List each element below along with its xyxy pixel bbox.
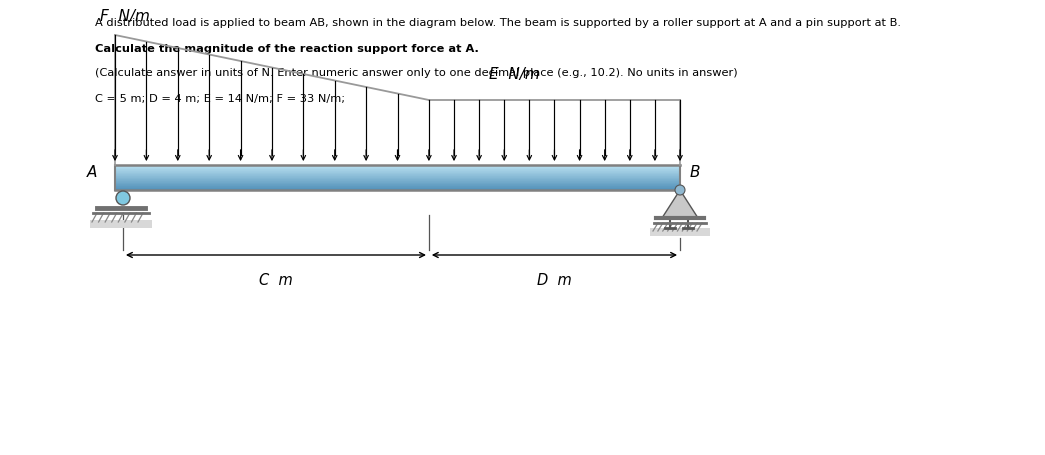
Bar [115, 177, 680, 178]
Text: (Calculate answer in units of N. Enter numeric answer only to one decimal place : (Calculate answer in units of N. Enter n… [95, 68, 738, 78]
Bar [115, 189, 680, 190]
Bar [115, 166, 680, 167]
Text: E  N/m: E N/m [489, 67, 539, 82]
Bar [115, 183, 680, 184]
Circle shape [675, 185, 686, 195]
Text: D  m: D m [537, 273, 572, 288]
Bar [115, 182, 680, 183]
Bar [115, 173, 680, 174]
Bar [115, 185, 680, 186]
Bar [115, 172, 680, 173]
Bar [115, 176, 680, 177]
Text: A: A [87, 165, 97, 180]
Bar [115, 181, 680, 182]
Bar [115, 187, 680, 188]
Bar [115, 165, 680, 166]
Text: B: B [690, 165, 700, 180]
Bar [115, 169, 680, 170]
Bar [115, 184, 680, 185]
Text: F  N/m: F N/m [100, 10, 149, 25]
Bar [115, 167, 680, 168]
Bar [115, 175, 680, 176]
Bar [115, 180, 680, 181]
Bar [115, 171, 680, 172]
Text: C  m: C m [259, 273, 293, 288]
Bar [115, 178, 680, 179]
Text: A distributed load is applied to beam AB, shown in the diagram below. The beam i: A distributed load is applied to beam AB… [95, 18, 901, 28]
Bar [115, 168, 680, 169]
Bar [115, 170, 680, 171]
Bar [90, 220, 152, 228]
Bar [115, 179, 680, 180]
Text: Calculate the magnitude of the reaction support force at A.: Calculate the magnitude of the reaction … [95, 44, 479, 54]
Circle shape [116, 191, 130, 205]
Bar [115, 174, 680, 175]
Text: C = 5 m; D = 4 m; E = 14 N/m; F = 33 N/m;: C = 5 m; D = 4 m; E = 14 N/m; F = 33 N/m… [95, 94, 345, 104]
Bar [115, 188, 680, 189]
Bar [115, 186, 680, 187]
Bar [650, 228, 710, 236]
Polygon shape [661, 190, 698, 218]
